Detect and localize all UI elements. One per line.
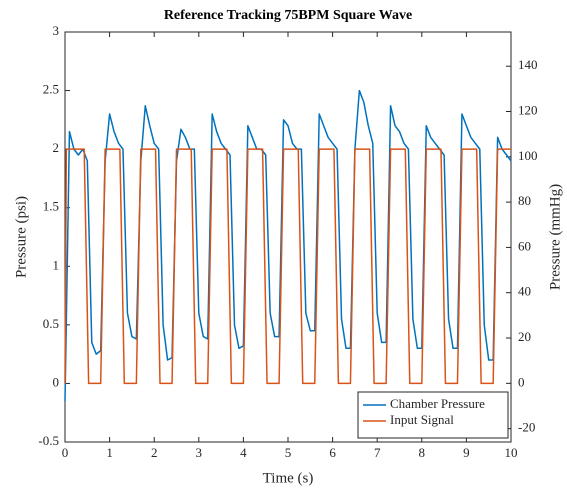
y2-tick-label: 140 [518, 57, 538, 72]
x-tick-label: 7 [374, 445, 381, 460]
legend-label: Chamber Pressure [390, 396, 485, 411]
y2-axis-label: Pressure (mmHg) [547, 184, 563, 290]
x-tick-label: 10 [505, 445, 518, 460]
y2-tick-label: 20 [518, 329, 531, 344]
y2-tick-label: 100 [518, 148, 538, 163]
y-tick-label: 2.5 [43, 82, 59, 97]
plot-frame [64, 31, 512, 443]
x-tick-label: 1 [106, 445, 113, 460]
legend-box [357, 391, 509, 439]
y-tick-label: 1.5 [43, 199, 59, 214]
y-tick-label: 0.5 [43, 316, 59, 331]
y-axis-label: Pressure (psi) [13, 196, 29, 278]
y2-tick-label: 60 [518, 238, 531, 253]
y2-tick-label: 80 [518, 193, 531, 208]
y2-tick-label: -20 [518, 420, 535, 435]
x-axis-label: Time (s) [263, 470, 314, 486]
y-tick-label: 3 [53, 23, 60, 38]
x-tick-label: 4 [240, 445, 247, 460]
legend-label: Input Signal [390, 412, 454, 427]
y-tick-label: 1 [53, 257, 60, 272]
y2-tick-label: 0 [518, 374, 525, 389]
x-tick-label: 5 [285, 445, 292, 460]
chart-title: Reference Tracking 75BPM Square Wave [164, 8, 412, 23]
y-tick-label: -0.5 [38, 433, 59, 448]
y-tick-label: 2 [53, 140, 60, 155]
x-tick-label: 0 [62, 445, 69, 460]
y-tick-label: 0 [53, 374, 60, 389]
x-tick-label: 6 [329, 445, 336, 460]
y2-tick-label: 120 [518, 102, 538, 117]
y2-tick-label: 40 [518, 284, 531, 299]
data-line [64, 148, 511, 385]
x-tick-label: 2 [151, 445, 158, 460]
x-tick-label: 9 [463, 445, 470, 460]
x-tick-label: 8 [419, 445, 426, 460]
x-tick-label: 3 [196, 445, 203, 460]
